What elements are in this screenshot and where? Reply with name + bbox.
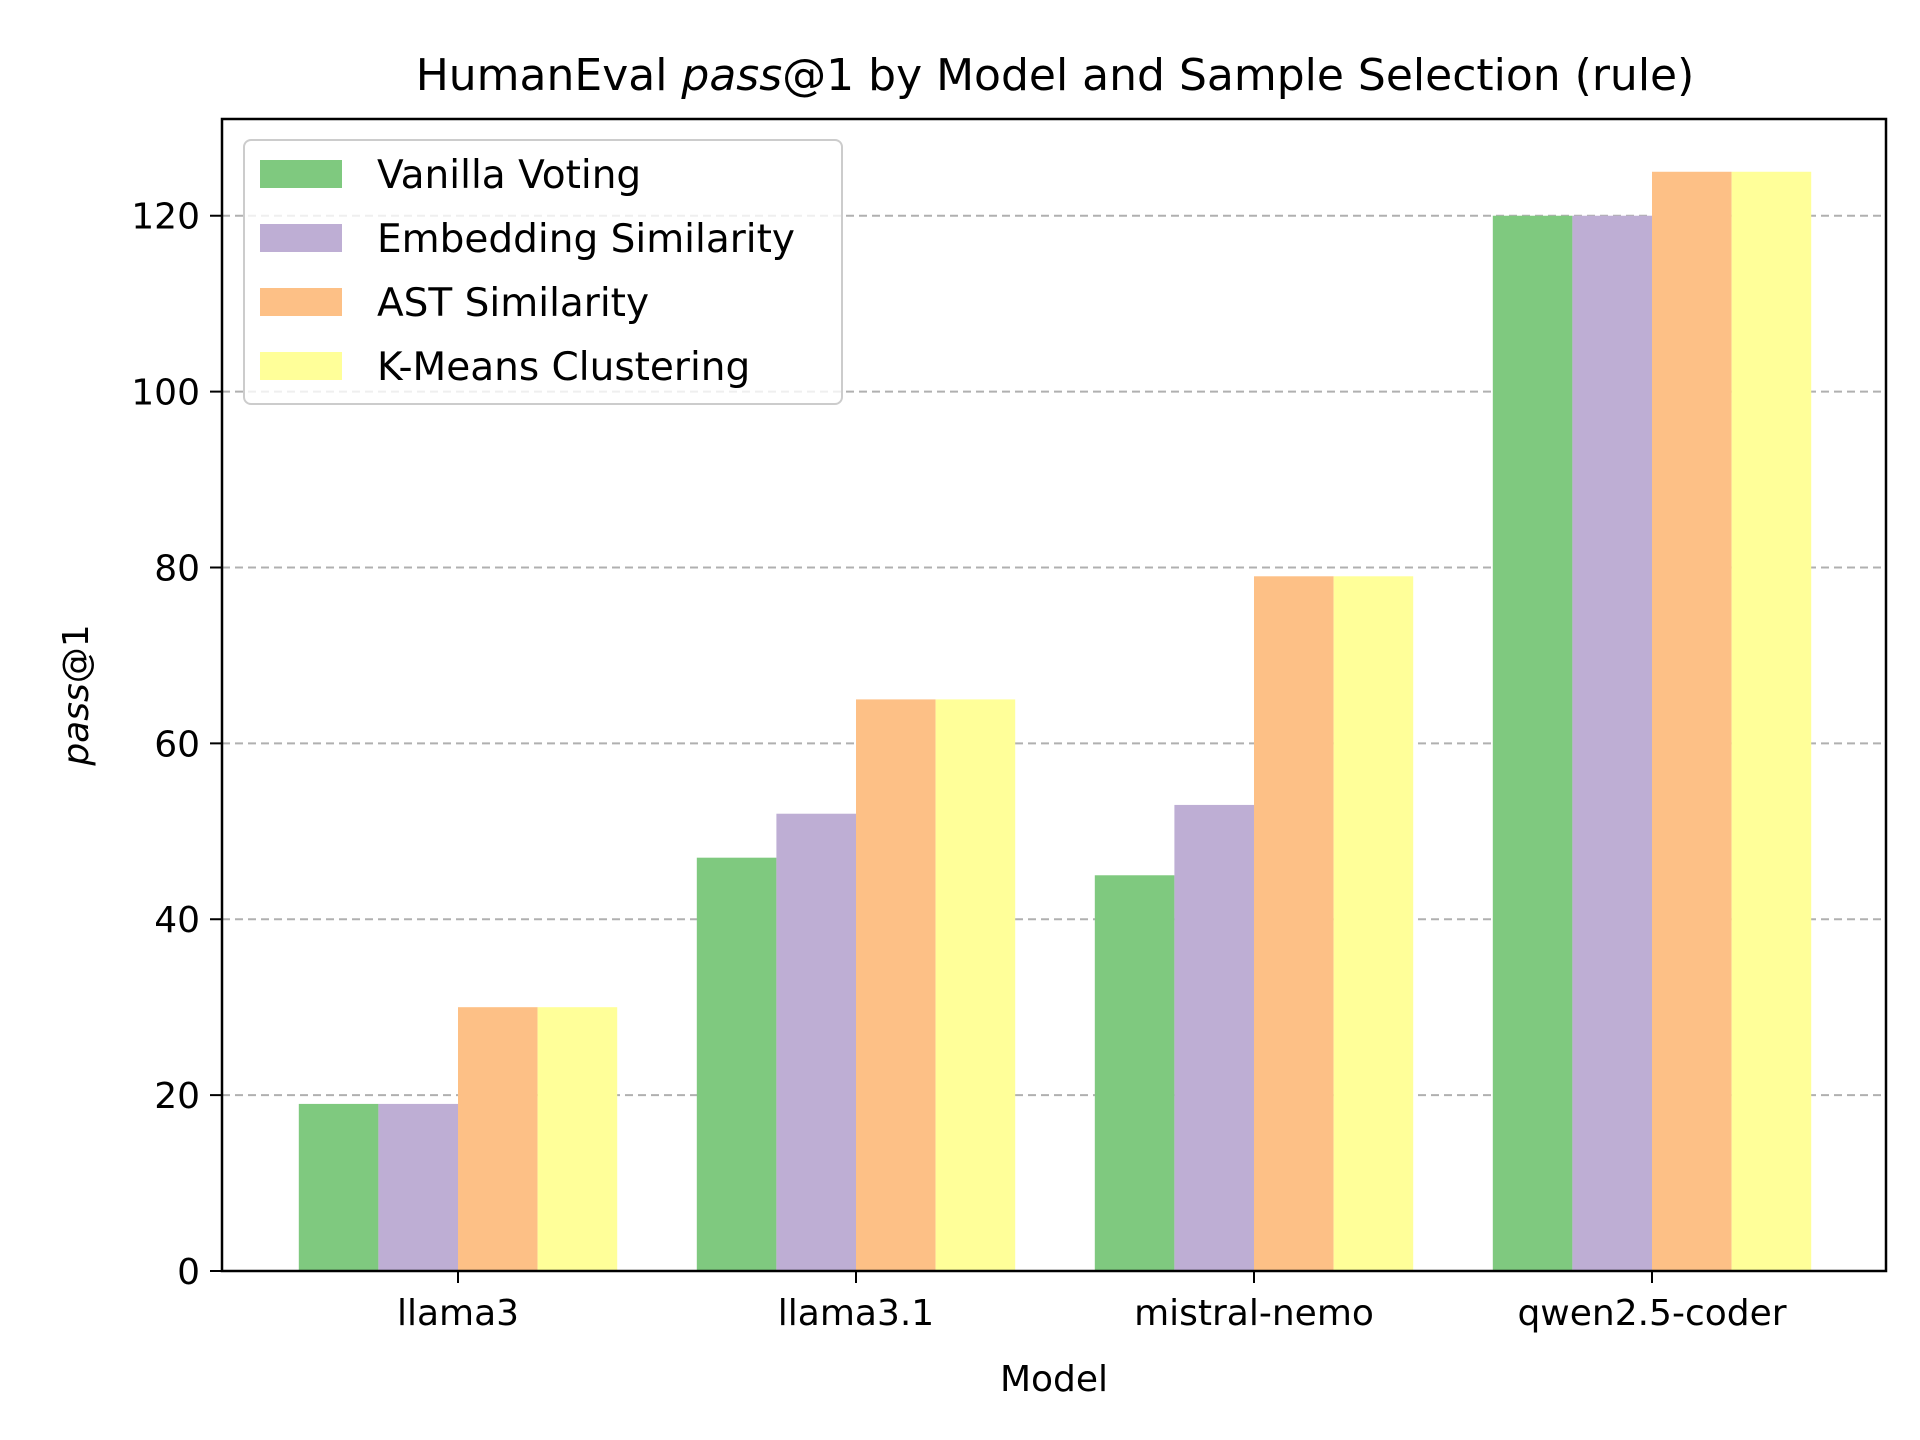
bar-qwen2.5-coder-vanilla-voting: [1492, 215, 1573, 1272]
bar-llama3-k-means-clustering: [537, 1007, 618, 1271]
legend-swatch: [260, 160, 342, 188]
bar-llama3.1-k-means-clustering: [935, 699, 1016, 1271]
bar-llama3.1-embedding-similarity: [776, 813, 856, 1271]
x-tick-label: llama3.1: [778, 1293, 934, 1334]
chart-title: HumanEval pass@1 by Model and Sample Sel…: [416, 50, 1695, 101]
x-axis-label: Model: [1000, 1359, 1108, 1400]
legend-label: K-Means Clustering: [377, 345, 750, 390]
bar-llama3.1-ast-similarity: [856, 699, 936, 1271]
x-tick-label: qwen2.5-coder: [1517, 1293, 1786, 1334]
y-tick-label: 60: [154, 724, 200, 765]
axes-frame: [220, 117, 1888, 1273]
bar-qwen2.5-coder-k-means-clustering: [1731, 171, 1812, 1272]
y-tick-label: 20: [154, 1076, 200, 1117]
legend-swatch: [260, 352, 342, 380]
bar-llama3-ast-similarity: [458, 1007, 538, 1271]
bar-llama3-vanilla-voting: [298, 1103, 379, 1271]
legend-box: [243, 139, 843, 405]
legend: Vanilla Voting Embedding Similarity AST Si…: [243, 139, 843, 405]
y-tick-label: 120: [131, 197, 200, 238]
bar-llama3.1-vanilla-voting: [696, 857, 777, 1271]
axis-ticks: 0 20 40 60 80 100 120 llama3 llama3.1 mistral-nem…: [131, 197, 1786, 1334]
y-tick-label: 80: [154, 548, 200, 589]
y-tick-label: 100: [131, 373, 200, 414]
bar-mistral-nemo-k-means-clustering: [1333, 576, 1414, 1271]
bar-qwen2.5-coder-embedding-similarity: [1572, 215, 1652, 1272]
x-tick-label: mistral-nemo: [1134, 1293, 1374, 1334]
legend-label: AST Similarity: [377, 281, 649, 326]
bar-qwen2.5-coder-ast-similarity: [1652, 171, 1732, 1272]
legend-label: Vanilla Voting: [377, 153, 641, 198]
y-tick-label: 0: [177, 1252, 200, 1293]
y-axis-label: pass@1: [56, 624, 97, 766]
bar-mistral-nemo-vanilla-voting: [1094, 875, 1175, 1271]
x-tick-label: llama3: [397, 1293, 519, 1334]
y-tick-label: 40: [154, 900, 200, 941]
legend-swatch: [260, 224, 342, 252]
bar-mistral-nemo-ast-similarity: [1254, 576, 1334, 1271]
legend-swatch: [260, 288, 342, 316]
bar-llama3-embedding-similarity: [378, 1103, 458, 1271]
legend-label: Embedding Similarity: [377, 217, 795, 262]
bar-mistral-nemo-embedding-similarity: [1174, 804, 1254, 1271]
bars: [298, 171, 1812, 1272]
